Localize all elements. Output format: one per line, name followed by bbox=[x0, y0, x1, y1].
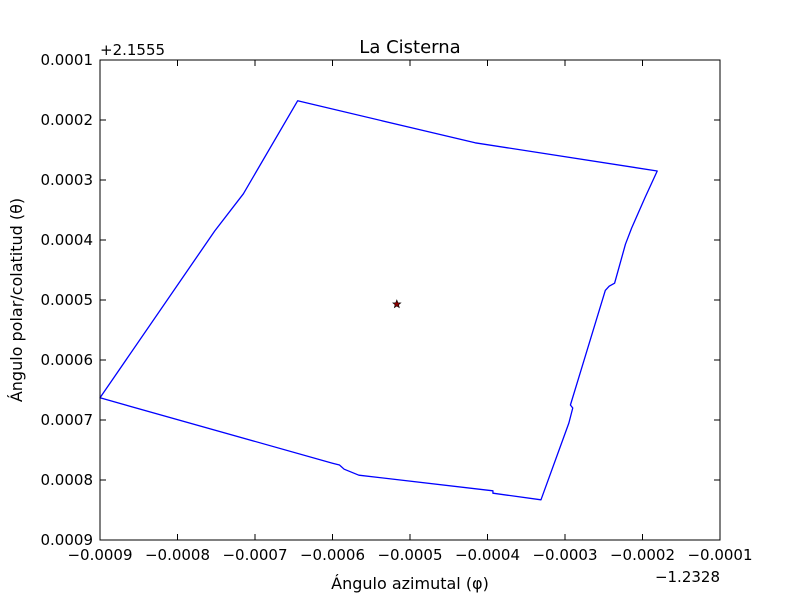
x-tick-label: −0.0006 bbox=[300, 546, 365, 564]
y-tick-label: 0.0007 bbox=[41, 411, 94, 429]
y-tick-label: 0.0004 bbox=[41, 231, 94, 249]
y-axis-offset-label: +2.1555 bbox=[100, 41, 165, 59]
y-tick-label: 0.0001 bbox=[41, 51, 94, 69]
y-tick-label: 0.0009 bbox=[41, 531, 94, 549]
y-tick-label: 0.0003 bbox=[41, 171, 94, 189]
y-axis-label: Ángulo polar/colatitud (θ) bbox=[7, 198, 26, 402]
y-tick-label: 0.0005 bbox=[41, 291, 94, 309]
x-tick-label: −0.0007 bbox=[222, 546, 287, 564]
y-tick-label: 0.0006 bbox=[41, 351, 94, 369]
x-axis-offset-label: −1.2328 bbox=[655, 568, 720, 586]
x-tick-label: −0.0004 bbox=[455, 546, 520, 564]
x-tick-label: −0.0009 bbox=[67, 546, 132, 564]
y-tick-label: 0.0002 bbox=[41, 111, 94, 129]
x-tick-label: −0.0008 bbox=[145, 546, 210, 564]
x-tick-label: −0.0001 bbox=[687, 546, 752, 564]
chart-title: La Cisterna bbox=[359, 37, 460, 58]
y-tick-label: 0.0008 bbox=[41, 471, 94, 489]
centroid-star-marker bbox=[392, 299, 402, 309]
x-tick-label: −0.0002 bbox=[610, 546, 675, 564]
plot-area: −0.0009 −0.0008 −0.0007 −0.0006 −0.0005 −0.00… bbox=[41, 51, 753, 564]
x-tick-label: −0.0005 bbox=[377, 546, 442, 564]
x-axis-label: Ángulo azimutal (φ) bbox=[331, 574, 489, 593]
boundary-polygon bbox=[99, 100, 658, 501]
x-tick-label: −0.0003 bbox=[532, 546, 597, 564]
